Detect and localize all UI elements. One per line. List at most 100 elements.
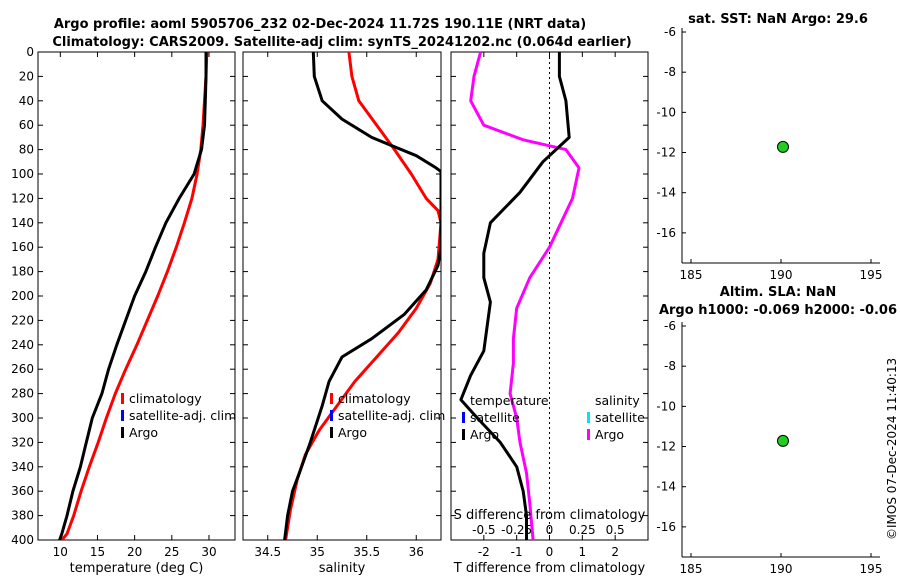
sla_map-xtick-label: 185: [680, 562, 703, 576]
difference-legend-salinity-entry: satellite: [595, 410, 645, 425]
depth-tick-label: 60: [19, 118, 34, 132]
sst_map-ytick-label: -8: [664, 65, 676, 79]
difference-legend-temperature-entry: Argo: [470, 427, 499, 442]
sla-map-title: Altim. SLA: NaN: [720, 285, 836, 300]
difference-x2tick-label: 0.25: [569, 523, 596, 537]
salinity-legend-swatch: [330, 393, 333, 404]
depth-tick-label: 340: [11, 460, 34, 474]
depth-tick-label: 220: [11, 313, 34, 327]
temperature-xlabel: temperature (deg C): [70, 561, 204, 576]
sst_map-ytick-label: -6: [664, 25, 676, 39]
figure-title-line2: Climatology: CARS2009. Satellite-adj cli…: [52, 35, 631, 50]
difference-legend-salinity-title: salinity: [595, 393, 640, 408]
sla_map-ytick-label: -12: [656, 440, 676, 454]
panel-salinity: 34.5 35 35.5 36 salinity climatology satellite…: [242, 51, 445, 576]
temperature-legend-swatch: [121, 393, 124, 404]
difference-x2tick-label: 0: [546, 523, 554, 537]
depth-tick-label: 120: [11, 191, 34, 205]
figure-title-line1: Argo profile: aoml 5905706_232 02-Dec-20…: [54, 17, 586, 32]
sst_map-ytick-label: -10: [656, 105, 676, 119]
temperature-legend-entry: satellite-adj. clim: [129, 408, 236, 423]
temperature-argo-line: [58, 52, 208, 540]
difference-legend-temperature-swatch: [462, 412, 465, 423]
temperature-legend-entry: Argo: [129, 425, 158, 440]
difference-legend-salinity-swatch: [587, 412, 590, 423]
difference-xtick-label: 1: [579, 545, 587, 559]
sla_map-ytick-label: -16: [656, 520, 676, 534]
difference-legend-salinity-swatch: [587, 429, 590, 440]
temperature-legend-entry: climatology: [129, 391, 202, 406]
depth-tick-label: 160: [11, 240, 34, 254]
panel-temperature: 10 15 20 25 30020406080100120140160180200220…: [11, 45, 236, 576]
salinity-legend-entry: climatology: [338, 391, 411, 406]
sst_map-xtick-label: 190: [770, 268, 793, 282]
depth-tick-label: 40: [19, 94, 34, 108]
sla_map-xtick-label: 190: [770, 562, 793, 576]
depth-tick-label: 20: [19, 69, 34, 83]
sla-map-subtitle: Argo h1000: -0.069 h2000: -0.06: [659, 303, 897, 318]
temperature-difference-line: [459, 52, 571, 540]
difference-xtick-label: -1: [511, 545, 523, 559]
salinity-climatology-line: [284, 52, 441, 540]
sla_map-ytick-label: -14: [656, 480, 676, 494]
temperature-legend-swatch: [121, 427, 124, 438]
imos-timestamp: ©IMOS 07-Dec-2024 11:40:13: [885, 358, 899, 540]
plots-layer: 10 15 20 25 30020406080100120140160180200220…: [11, 12, 897, 576]
difference-legend-salinity-entry: Argo: [595, 427, 624, 442]
salinity-axes-box: [242, 51, 442, 541]
salinity-difference-line: [469, 52, 581, 540]
temperature-legend-swatch: [121, 410, 124, 421]
difference-axes-box: [450, 51, 649, 541]
sst_map-xtick-label: 195: [860, 268, 883, 282]
difference-legend-temperature-entry: satellite: [470, 410, 520, 425]
difference-x2tick-label: -0.25: [501, 523, 532, 537]
sst_map-argo-position-marker: [776, 140, 789, 153]
difference-x2tick-label: 0.5: [606, 523, 625, 537]
depth-tick-label: 0: [26, 45, 34, 59]
temperature-xtick-label: 10: [53, 545, 68, 559]
sla_map-xtick-label: 195: [860, 562, 883, 576]
salinity-xtick-label: 34.5: [254, 545, 281, 559]
salinity-argo-line: [283, 52, 441, 540]
depth-tick-label: 280: [11, 387, 34, 401]
sla_map-ytick-label: -10: [656, 399, 676, 413]
depth-tick-label: 260: [11, 362, 34, 376]
temperature-xtick-label: 30: [201, 545, 216, 559]
salinity-xtick-label: 35: [310, 545, 325, 559]
difference-legend-temperature-title: temperature: [470, 393, 549, 408]
panel-sla_map: -6 -8 -10 -12 -14 -16 185 190 195 Altim. SLA: NaN…: [656, 285, 897, 576]
salinity-xlabel: salinity: [319, 561, 366, 576]
sla_map-ytick-label: -6: [664, 319, 676, 333]
temperature-xtick-label: 25: [164, 545, 179, 559]
sst_map-xtick-label: 185: [680, 268, 703, 282]
sst_map-ytick-label: -12: [656, 146, 676, 160]
salinity-legend-entry: satellite-adj. clim: [338, 408, 445, 423]
depth-tick-label: 360: [11, 484, 34, 498]
sst_map-ytick-label: -14: [656, 186, 676, 200]
depth-tick-label: 320: [11, 435, 34, 449]
sla_map-ytick-label: -8: [664, 359, 676, 373]
depth-tick-label: 380: [11, 509, 34, 523]
difference-xtick-label: 0: [546, 545, 554, 559]
panel-difference: -2 -1 0 1 2 T difference from climatology S di…: [450, 51, 649, 576]
difference-x2tick-label: -0.5: [472, 523, 495, 537]
salinity-legend-swatch: [330, 410, 333, 421]
depth-tick-label: 200: [11, 289, 34, 303]
depth-tick-label: 400: [11, 533, 34, 547]
depth-tick-label: 140: [11, 216, 34, 230]
salinity-legend-swatch: [330, 427, 333, 438]
depth-tick-label: 100: [11, 167, 34, 181]
difference-x2label: S difference from climatology: [454, 508, 646, 523]
panel-sst_map: -6 -8 -10 -12 -14 -16 185 190 195 sat. SST: NaN A…: [656, 12, 882, 282]
salinity-xtick-label: 36: [409, 545, 424, 559]
depth-tick-label: 240: [11, 338, 34, 352]
difference-xtick-label: 2: [611, 545, 619, 559]
depth-tick-label: 300: [11, 411, 34, 425]
salinity-xtick-label: 35.5: [353, 545, 380, 559]
depth-tick-label: 180: [11, 265, 34, 279]
temperature-xtick-label: 15: [90, 545, 105, 559]
temperature-xtick-label: 20: [127, 545, 142, 559]
difference-xlabel: T difference from climatology: [453, 561, 646, 576]
difference-legend-temperature-swatch: [462, 429, 465, 440]
